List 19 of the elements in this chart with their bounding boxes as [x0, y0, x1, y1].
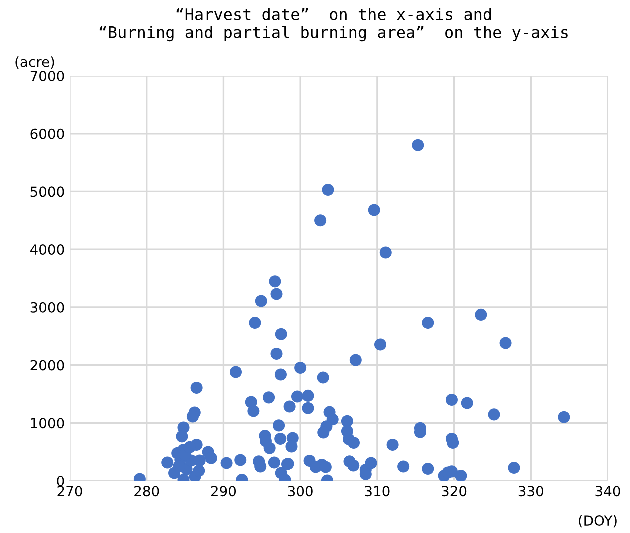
y-tick-label: 5000: [30, 186, 64, 198]
y-axis-title: (acre): [16, 56, 54, 69]
x-tick-label: 300: [288, 486, 313, 497]
x-tick-label: 340: [596, 486, 620, 497]
y-tick-label: 7000: [30, 70, 64, 82]
y-tick-label: 0: [57, 476, 64, 486]
y-tick-label: 4000: [30, 244, 64, 256]
x-tick-label: 280: [134, 486, 160, 497]
y-tick-label: 3000: [30, 302, 64, 313]
y-tick-label: 1000: [31, 418, 64, 429]
x-tick-label: 290: [211, 486, 236, 497]
y-tick-label: 2000: [30, 360, 64, 371]
x-tick-label: 270: [58, 486, 82, 497]
x-axis-title: (DOY): [579, 515, 617, 528]
chart-title: “Harvest date” on the x-axis and “Burning and partial burning area” on the y-axis: [100, 8, 568, 42]
y-tick-label: 6000: [30, 128, 64, 140]
x-tick-label: 320: [442, 486, 467, 497]
x-tick-label: 310: [365, 486, 390, 497]
x-tick-label: 330: [518, 486, 544, 497]
